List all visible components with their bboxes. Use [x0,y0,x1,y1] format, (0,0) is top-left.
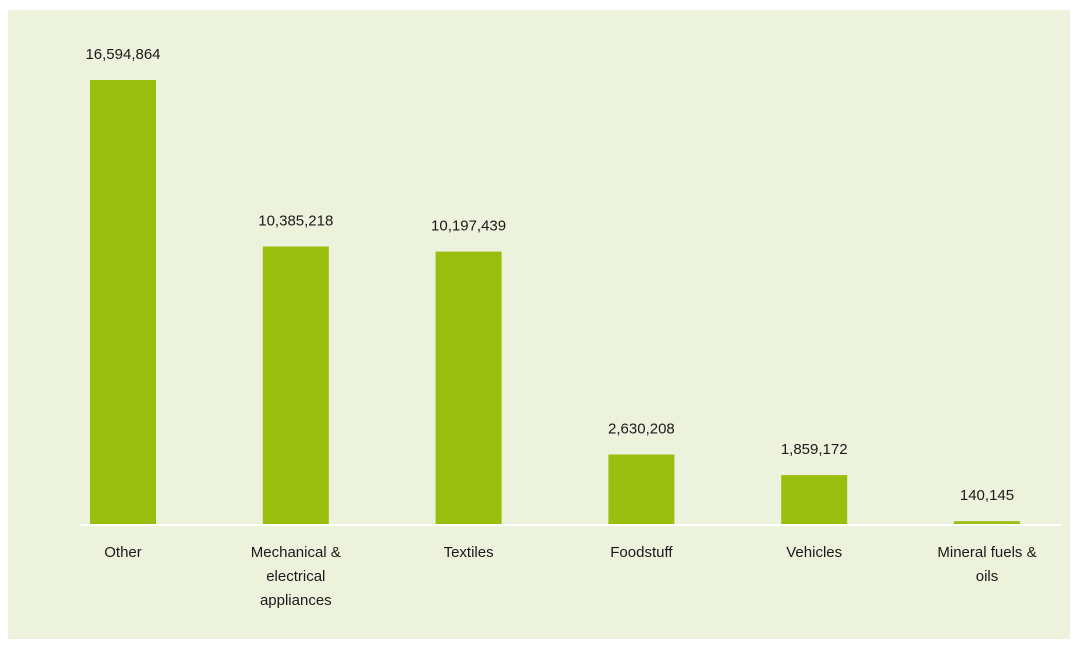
bars-group [90,80,1020,525]
category-label-5: Mineral fuels & oils [937,544,1036,585]
category-label-line: electrical [266,568,325,585]
category-label-line: Vehicles [786,544,842,561]
value-label-1: 10,385,218 [258,213,333,230]
value-label-2: 10,197,439 [431,218,506,235]
value-label-3: 2,630,208 [608,421,675,438]
category-label-line: oils [976,568,999,585]
value-labels-group: 16,594,864 10,385,218 10,197,439 2,630,208 1… [85,46,1014,504]
category-label-line: Other [104,544,142,561]
bar-4 [781,475,848,525]
chart-background [8,10,1070,639]
category-labels-group: Other Mechanical & electrical appliances Tex… [104,544,1036,609]
value-label-5: 140,145 [960,487,1014,504]
category-label-4: Vehicles [786,544,842,561]
category-label-line: Textiles [444,544,494,561]
bar-1 [262,246,329,525]
bar-3 [608,454,675,525]
category-label-0: Other [104,544,142,561]
category-label-line: Foodstuff [610,544,673,561]
category-label-2: Textiles [444,544,494,561]
bar-2 [435,251,502,525]
category-label-1: Mechanical & electrical appliances [251,544,341,609]
bar-5 [954,521,1020,525]
value-label-4: 1,859,172 [781,441,848,458]
category-label-3: Foodstuff [610,544,673,561]
category-label-line: Mineral fuels & [937,544,1036,561]
category-label-line: Mechanical & [251,544,341,561]
bar-0 [90,80,156,525]
value-label-0: 16,594,864 [85,46,160,63]
category-label-line: appliances [260,592,332,609]
